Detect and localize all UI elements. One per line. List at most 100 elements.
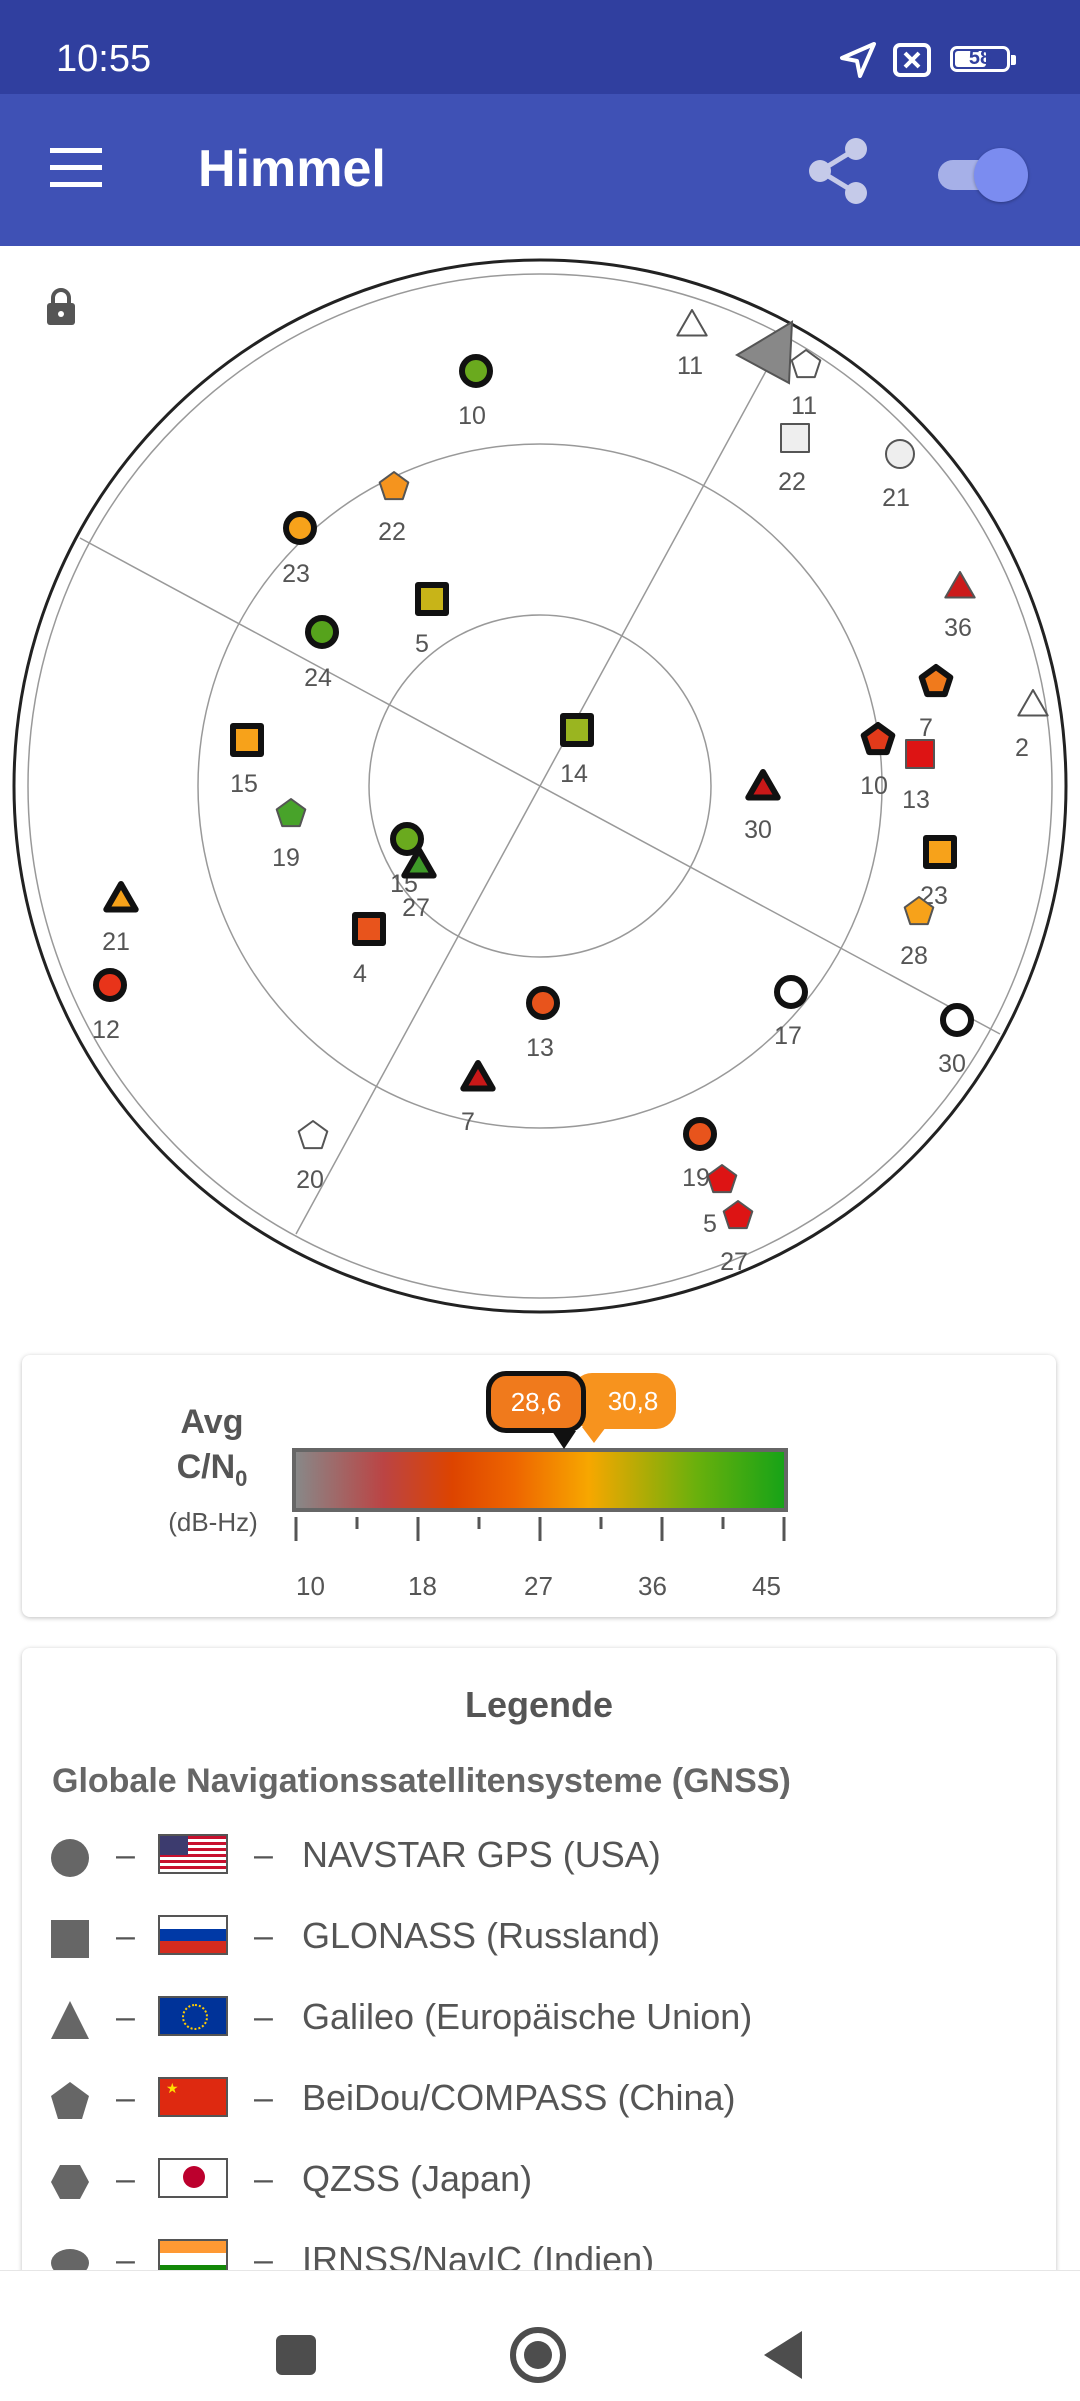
satellite-triangle-marker[interactable] xyxy=(676,309,708,337)
satellite-triangle-marker[interactable] xyxy=(944,571,976,599)
satellite-label: 11 xyxy=(677,352,703,380)
russia-flag xyxy=(158,1915,228,1955)
legend-dash: – xyxy=(254,1998,273,2036)
square-icon xyxy=(51,1920,89,1958)
satellite-circle-marker[interactable] xyxy=(93,968,127,1002)
legend-row-glonass: – – GLONASS (Russland) xyxy=(22,1907,1056,1977)
satellite-label: 21 xyxy=(102,928,130,956)
legend-dash: – xyxy=(116,2079,135,2117)
elevation-ring-60 xyxy=(368,614,712,958)
sim-disabled-icon xyxy=(893,43,931,77)
satellite-pentagon-marker[interactable] xyxy=(790,349,822,379)
satellite-circle-marker[interactable] xyxy=(526,986,560,1020)
navigation-bar xyxy=(0,2270,1080,2401)
satellite-circle-marker[interactable] xyxy=(390,822,424,856)
cno-used-pointer xyxy=(552,1431,576,1449)
satellite-square-marker[interactable] xyxy=(780,423,810,453)
legend-label: GLONASS (Russland) xyxy=(302,1915,661,1956)
satellite-label: 23 xyxy=(282,560,310,588)
legend-row-galileo: – – Galileo (Europäische Union) xyxy=(22,1988,1056,2058)
satellite-circle-marker[interactable] xyxy=(305,615,339,649)
satellite-square-marker[interactable] xyxy=(230,723,264,757)
satellite-label: 27 xyxy=(402,894,430,922)
legend-title: Legende xyxy=(464,1684,614,1725)
legend-row-gps: – – NAVSTAR GPS (USA) xyxy=(22,1826,1056,1896)
satellite-label: 20 xyxy=(296,1166,324,1194)
pentagon-icon xyxy=(51,2082,89,2119)
legend-dash: – xyxy=(116,1917,135,1955)
home-button[interactable] xyxy=(508,2325,568,2385)
cno-all-value: 30,8 xyxy=(607,1386,659,1416)
page-title: Himmel xyxy=(198,140,386,198)
horizon-ring-outer xyxy=(12,258,1068,1314)
cno-scale-ticks xyxy=(294,1517,786,1541)
satellite-pentagon-marker[interactable] xyxy=(706,1164,738,1194)
satellite-circle-marker[interactable] xyxy=(683,1117,717,1151)
satellite-pentagon-marker[interactable] xyxy=(860,722,896,756)
satellite-pentagon-marker[interactable] xyxy=(378,471,410,501)
satellite-label: 14 xyxy=(560,760,588,788)
satellite-triangle-marker[interactable] xyxy=(745,769,781,801)
battery-level: 58 xyxy=(968,47,992,69)
satellite-label: 22 xyxy=(778,468,806,496)
satellite-square-marker[interactable] xyxy=(560,713,594,747)
satellite-square-marker[interactable] xyxy=(415,582,449,616)
cno-tick-label: 18 xyxy=(408,1571,437,1601)
share-icon[interactable] xyxy=(806,136,872,206)
triangle-icon xyxy=(51,2001,89,2039)
recent-apps-button[interactable] xyxy=(274,2333,318,2377)
satellite-triangle-marker[interactable] xyxy=(460,1060,496,1092)
eu-flag xyxy=(158,1996,228,2036)
legend-dash: – xyxy=(254,2160,273,2198)
satellite-pentagon-marker[interactable] xyxy=(275,798,307,828)
lock-icon[interactable] xyxy=(46,288,76,326)
legend-dash: – xyxy=(116,1836,135,1874)
satellite-circle-marker[interactable] xyxy=(283,511,317,545)
circle-icon xyxy=(51,1839,89,1877)
satellite-square-marker[interactable] xyxy=(905,739,935,769)
satellite-pentagon-marker[interactable] xyxy=(903,896,935,926)
legend-card: Legende Globale Navigationssatellitensys… xyxy=(22,1648,1056,2368)
legend-dash: – xyxy=(254,2079,273,2117)
satellite-label: 19 xyxy=(272,844,300,872)
legend-row-qzss: – – QZSS (Japan) xyxy=(22,2150,1056,2220)
satellite-label: 17 xyxy=(774,1022,802,1050)
gnss-section-title: Globale Navigationssatellitensysteme (GN… xyxy=(52,1762,791,1800)
satellite-circle-marker[interactable] xyxy=(885,439,915,469)
legend-dash: – xyxy=(116,1998,135,2036)
satellite-label: 11 xyxy=(791,392,817,420)
cno-title: Avg C/N0 xyxy=(142,1403,282,1492)
japan-flag xyxy=(158,2158,228,2198)
satellite-label: 5 xyxy=(703,1210,717,1238)
legend-dash: – xyxy=(254,2241,273,2279)
satellite-label: 21 xyxy=(882,484,910,512)
satellite-label: 10 xyxy=(458,402,486,430)
satellite-square-marker[interactable] xyxy=(352,912,386,946)
elevation-ring-30 xyxy=(197,443,883,1129)
toggle-switch[interactable] xyxy=(938,148,1028,202)
toggle-knob xyxy=(974,148,1028,202)
satellite-pentagon-marker[interactable] xyxy=(918,664,954,698)
satellite-label: 13 xyxy=(902,786,930,814)
satellite-label: 5 xyxy=(415,630,429,658)
satellite-circle-marker[interactable] xyxy=(459,354,493,388)
satellite-pentagon-marker[interactable] xyxy=(297,1120,329,1150)
legend-row-beidou: – ★ – BeiDou/COMPASS (China) xyxy=(22,2069,1056,2139)
satellite-triangle-marker[interactable] xyxy=(103,881,139,913)
menu-icon[interactable] xyxy=(50,146,104,190)
satellite-circle-marker[interactable] xyxy=(774,975,808,1009)
satellite-square-marker[interactable] xyxy=(923,835,957,869)
hexagon-icon xyxy=(51,2165,89,2199)
satellite-label: 7 xyxy=(919,714,933,742)
satellite-circle-marker[interactable] xyxy=(940,1003,974,1037)
satellite-label: 12 xyxy=(92,1016,120,1044)
satellite-label: 28 xyxy=(900,942,928,970)
satellite-label: 22 xyxy=(378,518,406,546)
cno-tick-label: 45 xyxy=(752,1571,781,1601)
cno-all-marker: 30,8 xyxy=(572,1373,676,1429)
satellite-pentagon-marker[interactable] xyxy=(722,1200,754,1230)
legend-dash: – xyxy=(254,1836,273,1874)
satellite-triangle-marker[interactable] xyxy=(401,847,437,879)
back-button[interactable] xyxy=(760,2329,808,2381)
satellite-triangle-marker[interactable] xyxy=(1017,689,1049,717)
